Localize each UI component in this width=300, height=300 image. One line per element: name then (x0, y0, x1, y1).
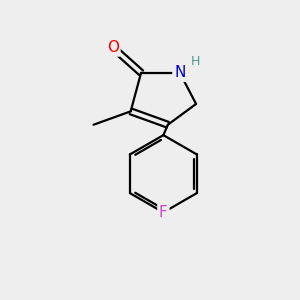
Text: O: O (107, 40, 119, 55)
Text: F: F (159, 205, 168, 220)
Text: N: N (174, 65, 185, 80)
Text: H: H (190, 55, 200, 68)
